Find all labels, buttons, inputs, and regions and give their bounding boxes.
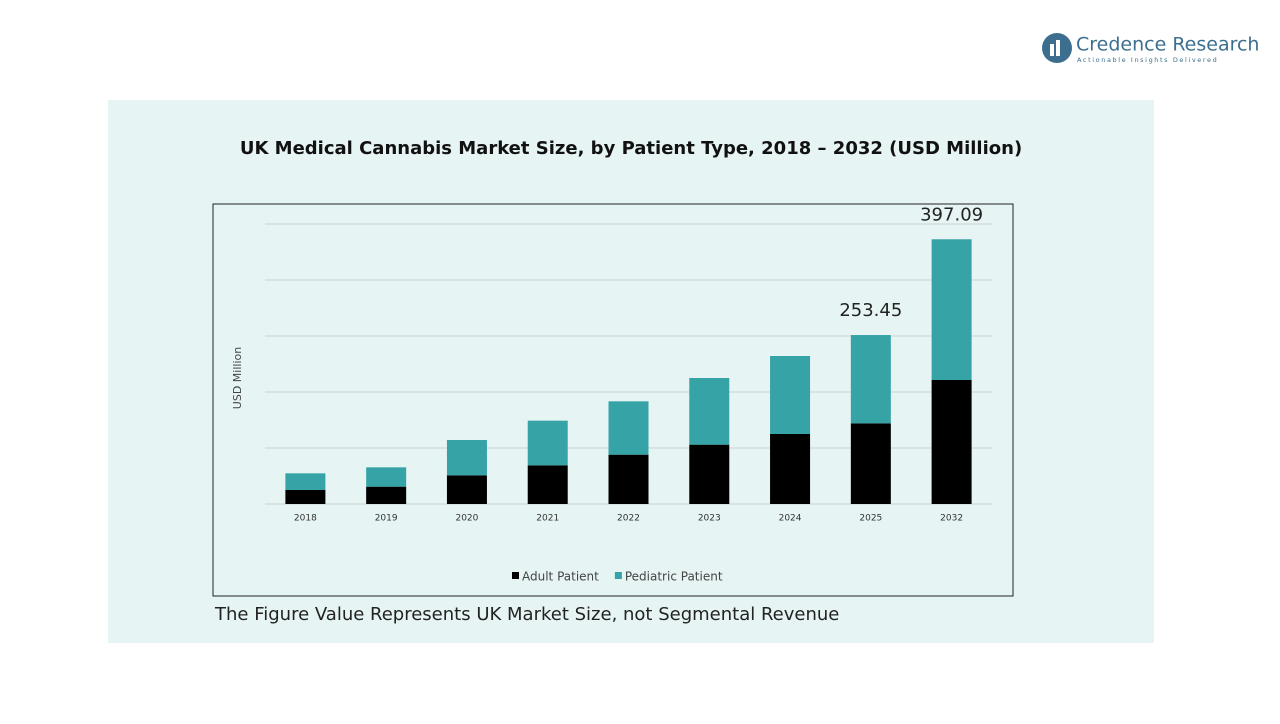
legend-swatch: [512, 572, 519, 579]
bar-segment: [366, 467, 407, 487]
logo-name: Credence Research: [1076, 34, 1259, 56]
bar-segment: [689, 378, 730, 445]
x-tick-label: 2022: [617, 514, 640, 524]
bar-segment: [446, 440, 487, 476]
x-tick-label: 2019: [375, 514, 398, 524]
chart-title: UK Medical Cannabis Market Size, by Pati…: [240, 138, 1022, 159]
bar-segment: [850, 335, 891, 424]
total-label: 253.45: [839, 300, 902, 321]
bar-segment: [931, 239, 972, 380]
bar-segment: [608, 454, 649, 504]
plot-frame: [212, 203, 1014, 597]
bar-segment: [850, 423, 891, 504]
x-tick-label: 2024: [779, 514, 802, 524]
legend-swatch: [614, 572, 622, 579]
logo: Credence Research Actionable Insights De…: [1042, 33, 1259, 64]
y-axis-label: USD Million: [231, 347, 244, 409]
logo-tagline: Actionable Insights Delivered: [1077, 56, 1218, 64]
x-tick-label: 2018: [294, 514, 317, 524]
bar-segment: [366, 486, 407, 504]
total-label: 397.09: [920, 204, 983, 225]
bar-segment: [527, 465, 568, 504]
bar-segment: [689, 444, 730, 504]
logo-icon: [1050, 44, 1054, 56]
bar-segment: [446, 475, 487, 504]
x-tick-label: 2025: [859, 514, 882, 524]
bar-segment: [770, 356, 811, 434]
logo-icon: [1056, 40, 1060, 56]
bar-segment: [527, 420, 568, 466]
bar-segment: [285, 473, 326, 490]
legend-label: Pediatric Patient: [625, 570, 723, 584]
footnote: The Figure Value Represents UK Market Si…: [214, 604, 839, 625]
x-tick-label: 2021: [536, 514, 559, 524]
x-tick-label: 2023: [698, 514, 721, 524]
x-tick-label: 2032: [940, 514, 963, 524]
bar-segment: [770, 434, 811, 504]
x-tick-label: 2020: [455, 514, 478, 524]
panel: [108, 100, 1154, 643]
bar-segment: [931, 380, 972, 504]
bar-segment: [285, 490, 326, 504]
legend-label: Adult Patient: [522, 570, 599, 584]
bar-segment: [608, 401, 649, 455]
